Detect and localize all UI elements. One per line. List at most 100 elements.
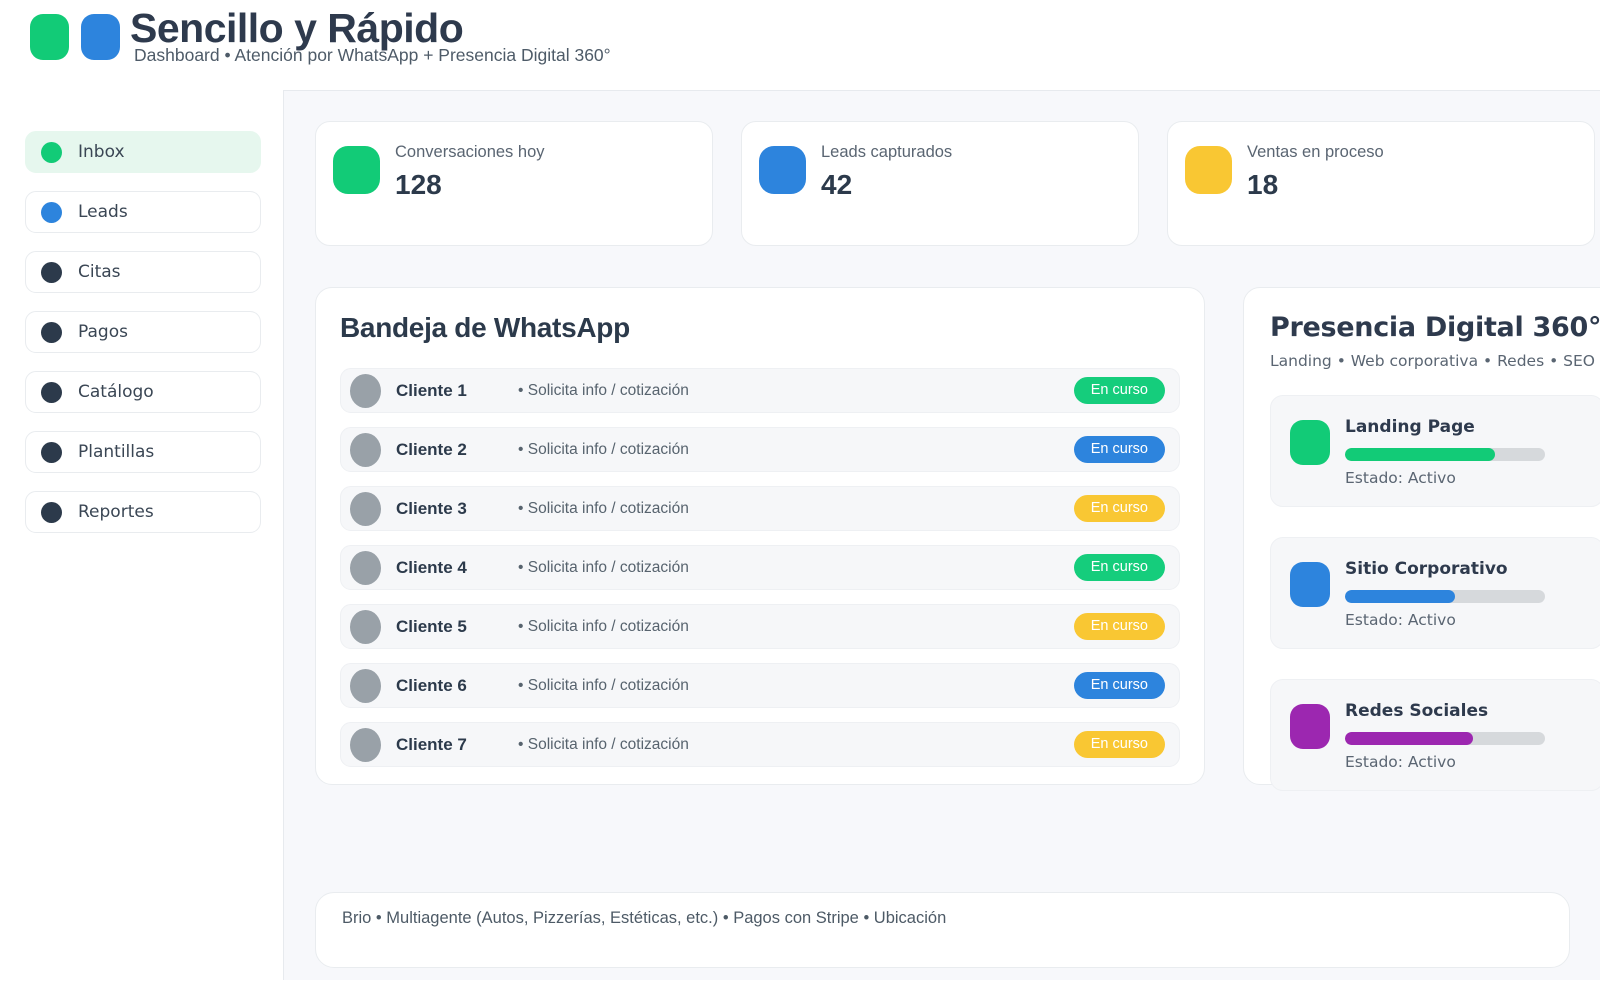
client-note: • Solicita info / cotización xyxy=(518,617,689,635)
status-badge: En curso xyxy=(1073,377,1165,404)
page-subtitle: Dashboard • Atención por WhatsApp + Pres… xyxy=(134,45,611,65)
whatsapp-conversation-row[interactable]: Cliente 6 • Solicita info / cotización E… xyxy=(340,663,1180,708)
whatsapp-conversation-row[interactable]: Cliente 1 • Solicita info / cotización E… xyxy=(340,368,1180,413)
sidebar-item-dot-icon xyxy=(41,441,62,463)
client-note: • Solicita info / cotización xyxy=(518,676,689,694)
stat-card: Ventas en proceso 18 xyxy=(1167,121,1595,246)
stat-card: Conversaciones hoy 128 xyxy=(315,121,713,246)
sidebar-item-reportes[interactable]: Reportes xyxy=(25,491,261,533)
client-name: Cliente 7 xyxy=(396,734,467,754)
page-title: Sencillo y Rápido xyxy=(130,5,464,51)
stat-card-label: Leads capturados xyxy=(821,143,953,161)
stat-card-value: 42 xyxy=(821,169,853,200)
sidebar-item-label: Citas xyxy=(78,262,121,282)
presence-card-icon xyxy=(1290,704,1330,749)
logo-green-square-icon xyxy=(30,14,69,60)
sidebar-nav: Inbox Leads Citas Pagos Catálogo Plantil… xyxy=(25,131,261,533)
client-note: • Solicita info / cotización xyxy=(518,735,689,753)
sidebar-item-dot-icon xyxy=(41,321,62,343)
client-name: Cliente 2 xyxy=(396,439,467,459)
avatar xyxy=(350,432,381,467)
sidebar-item-dot-icon xyxy=(41,201,62,223)
presence-card-status: Estado: Activo xyxy=(1345,611,1456,629)
presence-card: Redes Sociales Estado: Activo xyxy=(1270,679,1600,791)
sidebar: Inbox Leads Citas Pagos Catálogo Plantil… xyxy=(0,90,284,980)
sidebar-item-catálogo[interactable]: Catálogo xyxy=(25,371,261,413)
whatsapp-conversation-row[interactable]: Cliente 5 • Solicita info / cotización E… xyxy=(340,604,1180,649)
client-name: Cliente 5 xyxy=(396,616,467,636)
progress-bar xyxy=(1345,590,1545,603)
client-note: • Solicita info / cotización xyxy=(518,381,689,399)
status-badge: En curso xyxy=(1073,613,1165,640)
status-badge: En curso xyxy=(1073,554,1165,581)
avatar xyxy=(350,727,381,762)
stat-card-value: 18 xyxy=(1247,169,1279,200)
sidebar-item-dot-icon xyxy=(41,501,62,523)
sidebar-item-label: Catálogo xyxy=(78,382,154,402)
digital-presence-cards: Landing Page Estado: Activo Sitio Corpor… xyxy=(1270,395,1600,791)
sidebar-item-label: Reportes xyxy=(78,502,154,522)
client-name: Cliente 4 xyxy=(396,557,467,577)
sidebar-item-leads[interactable]: Leads xyxy=(25,191,261,233)
avatar xyxy=(350,491,381,526)
client-name: Cliente 3 xyxy=(396,498,467,518)
whatsapp-inbox-panel: Bandeja de WhatsApp Cliente 1 • Solicita… xyxy=(315,287,1205,785)
client-note: • Solicita info / cotización xyxy=(518,499,689,517)
avatar xyxy=(350,373,381,408)
status-badge: En curso xyxy=(1073,672,1165,699)
stat-card-icon xyxy=(333,146,380,194)
status-badge: En curso xyxy=(1073,495,1165,522)
sidebar-item-label: Pagos xyxy=(78,322,128,342)
progress-bar xyxy=(1345,448,1545,461)
sidebar-item-plantillas[interactable]: Plantillas xyxy=(25,431,261,473)
footer-text: Brio • Multiagente (Autos, Pizzerías, Es… xyxy=(342,909,947,927)
progress-bar-fill xyxy=(1345,448,1495,461)
progress-bar-fill xyxy=(1345,590,1455,603)
sidebar-item-dot-icon xyxy=(41,261,62,283)
digital-presence-subtitle: Landing • Web corporativa • Redes • SEO xyxy=(1270,352,1595,370)
whatsapp-conversation-row[interactable]: Cliente 4 • Solicita info / cotización E… xyxy=(340,545,1180,590)
app-header: Sencillo y Rápido Dashboard • Atención p… xyxy=(0,0,1600,90)
stat-card-label: Ventas en proceso xyxy=(1247,143,1384,161)
sidebar-item-label: Leads xyxy=(78,202,128,222)
presence-card-status: Estado: Activo xyxy=(1345,469,1456,487)
digital-presence-panel: Presencia Digital 360° Landing • Web cor… xyxy=(1243,287,1600,791)
presence-card-status: Estado: Activo xyxy=(1345,753,1456,771)
status-badge: En curso xyxy=(1073,731,1165,758)
progress-bar xyxy=(1345,732,1545,745)
sidebar-item-label: Plantillas xyxy=(78,442,155,462)
whatsapp-panel-title: Bandeja de WhatsApp xyxy=(340,312,630,343)
presence-card-title: Sitio Corporativo xyxy=(1345,559,1508,579)
presence-card-title: Redes Sociales xyxy=(1345,701,1489,721)
client-note: • Solicita info / cotización xyxy=(518,558,689,576)
presence-card: Landing Page Estado: Activo xyxy=(1270,395,1600,507)
sidebar-item-pagos[interactable]: Pagos xyxy=(25,311,261,353)
sidebar-item-label: Inbox xyxy=(78,142,125,162)
whatsapp-rows: Cliente 1 • Solicita info / cotización E… xyxy=(340,368,1180,767)
app-logo xyxy=(30,14,120,60)
presence-card-icon xyxy=(1290,420,1330,465)
sidebar-item-inbox[interactable]: Inbox xyxy=(25,131,261,173)
logo-blue-square-icon xyxy=(81,14,120,60)
client-name: Cliente 6 xyxy=(396,675,467,695)
stats-row: Conversaciones hoy 128 Leads capturados … xyxy=(315,121,1595,246)
stat-card-icon xyxy=(1185,146,1232,194)
presence-card: Sitio Corporativo Estado: Activo xyxy=(1270,537,1600,649)
stat-card-value: 128 xyxy=(395,169,442,200)
footer-bar: Brio • Multiagente (Autos, Pizzerías, Es… xyxy=(315,892,1570,968)
stat-card-icon xyxy=(759,146,806,194)
whatsapp-conversation-row[interactable]: Cliente 7 • Solicita info / cotización E… xyxy=(340,722,1180,767)
digital-presence-title: Presencia Digital 360° xyxy=(1270,312,1600,343)
avatar xyxy=(350,668,381,703)
client-name: Cliente 1 xyxy=(396,380,467,400)
sidebar-item-dot-icon xyxy=(41,381,62,403)
client-note: • Solicita info / cotización xyxy=(518,440,689,458)
avatar xyxy=(350,550,381,585)
whatsapp-conversation-row[interactable]: Cliente 2 • Solicita info / cotización E… xyxy=(340,427,1180,472)
whatsapp-conversation-row[interactable]: Cliente 3 • Solicita info / cotización E… xyxy=(340,486,1180,531)
stat-card-label: Conversaciones hoy xyxy=(395,143,545,161)
status-badge: En curso xyxy=(1073,436,1165,463)
progress-bar-fill xyxy=(1345,732,1473,745)
avatar xyxy=(350,609,381,644)
sidebar-item-citas[interactable]: Citas xyxy=(25,251,261,293)
